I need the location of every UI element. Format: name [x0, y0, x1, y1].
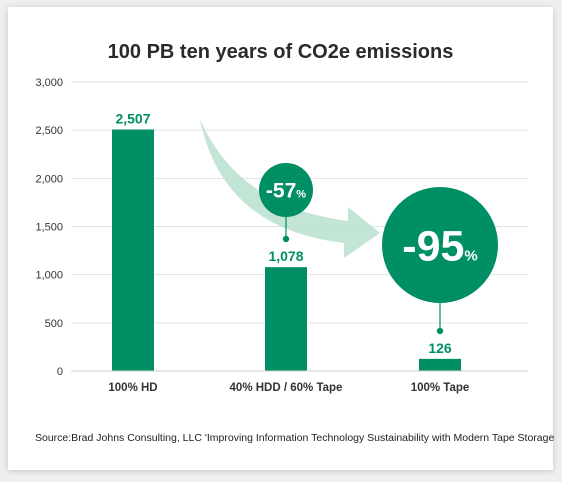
- bar: [265, 267, 307, 371]
- y-tick-label: 0: [57, 366, 63, 378]
- data-label: 126: [428, 340, 452, 356]
- chart-card: 100 PB ten years of CO2e emissions 0 500 1…: [8, 7, 555, 470]
- x-tick-label: 100% HD: [108, 382, 157, 394]
- bar: [112, 129, 154, 371]
- y-tick-label: 1,500: [35, 222, 63, 234]
- percent-change-label: -57%: [266, 180, 306, 203]
- y-tick-label: 1,000: [35, 270, 63, 282]
- y-tick-label: 2,000: [35, 173, 63, 185]
- source-note: Source:Brad Johns Consulting, LLC 'Impro…: [35, 432, 555, 444]
- y-tick-label: 500: [45, 318, 63, 330]
- x-tick-label: 100% Tape: [411, 382, 470, 394]
- chart-title: 100 PB ten years of CO2e emissions: [107, 41, 454, 63]
- percent-badge: [382, 187, 498, 303]
- reduction-arrow: [200, 119, 380, 258]
- data-label: 1,078: [268, 248, 303, 264]
- bar: [419, 358, 461, 371]
- badge-leader-dot: [282, 235, 290, 243]
- badge-leader-dot: [436, 327, 444, 335]
- percent-change-label: -95%: [402, 222, 478, 270]
- bar-chart: 0 500 1,000 1,500 2,000 2,500 3,000 2,507 100% H…: [35, 77, 528, 394]
- y-tick-label: 3,000: [35, 77, 63, 89]
- data-label: 2,507: [115, 110, 150, 126]
- x-tick-label: 40% HDD / 60% Tape: [230, 382, 343, 394]
- y-tick-label: 2,500: [35, 125, 63, 137]
- percent-badge: [259, 163, 313, 217]
